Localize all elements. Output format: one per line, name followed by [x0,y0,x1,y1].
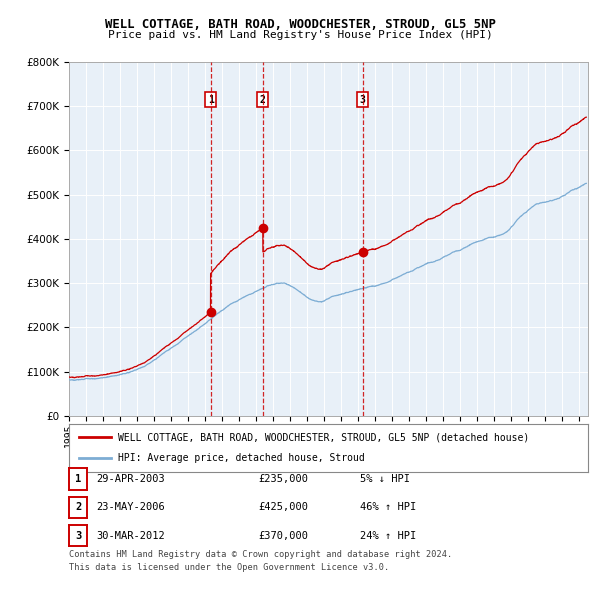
Text: 23-MAY-2006: 23-MAY-2006 [96,503,165,512]
Text: £425,000: £425,000 [258,503,308,512]
Text: £235,000: £235,000 [258,474,308,484]
Text: 5% ↓ HPI: 5% ↓ HPI [360,474,410,484]
Text: 29-APR-2003: 29-APR-2003 [96,474,165,484]
Text: WELL COTTAGE, BATH ROAD, WOODCHESTER, STROUD, GL5 5NP (detached house): WELL COTTAGE, BATH ROAD, WOODCHESTER, ST… [118,432,530,442]
Text: Contains HM Land Registry data © Crown copyright and database right 2024.: Contains HM Land Registry data © Crown c… [69,550,452,559]
Text: 24% ↑ HPI: 24% ↑ HPI [360,531,416,540]
Text: 3: 3 [359,94,365,104]
Text: 30-MAR-2012: 30-MAR-2012 [96,531,165,540]
Text: This data is licensed under the Open Government Licence v3.0.: This data is licensed under the Open Gov… [69,563,389,572]
Text: WELL COTTAGE, BATH ROAD, WOODCHESTER, STROUD, GL5 5NP: WELL COTTAGE, BATH ROAD, WOODCHESTER, ST… [104,18,496,31]
Text: 2: 2 [75,503,81,512]
Text: 46% ↑ HPI: 46% ↑ HPI [360,503,416,512]
Text: 1: 1 [208,94,214,104]
Text: Price paid vs. HM Land Registry's House Price Index (HPI): Price paid vs. HM Land Registry's House … [107,30,493,40]
Text: 1: 1 [75,474,81,484]
Text: 2: 2 [260,94,266,104]
Text: HPI: Average price, detached house, Stroud: HPI: Average price, detached house, Stro… [118,454,365,464]
Text: £370,000: £370,000 [258,531,308,540]
Text: 3: 3 [75,531,81,540]
